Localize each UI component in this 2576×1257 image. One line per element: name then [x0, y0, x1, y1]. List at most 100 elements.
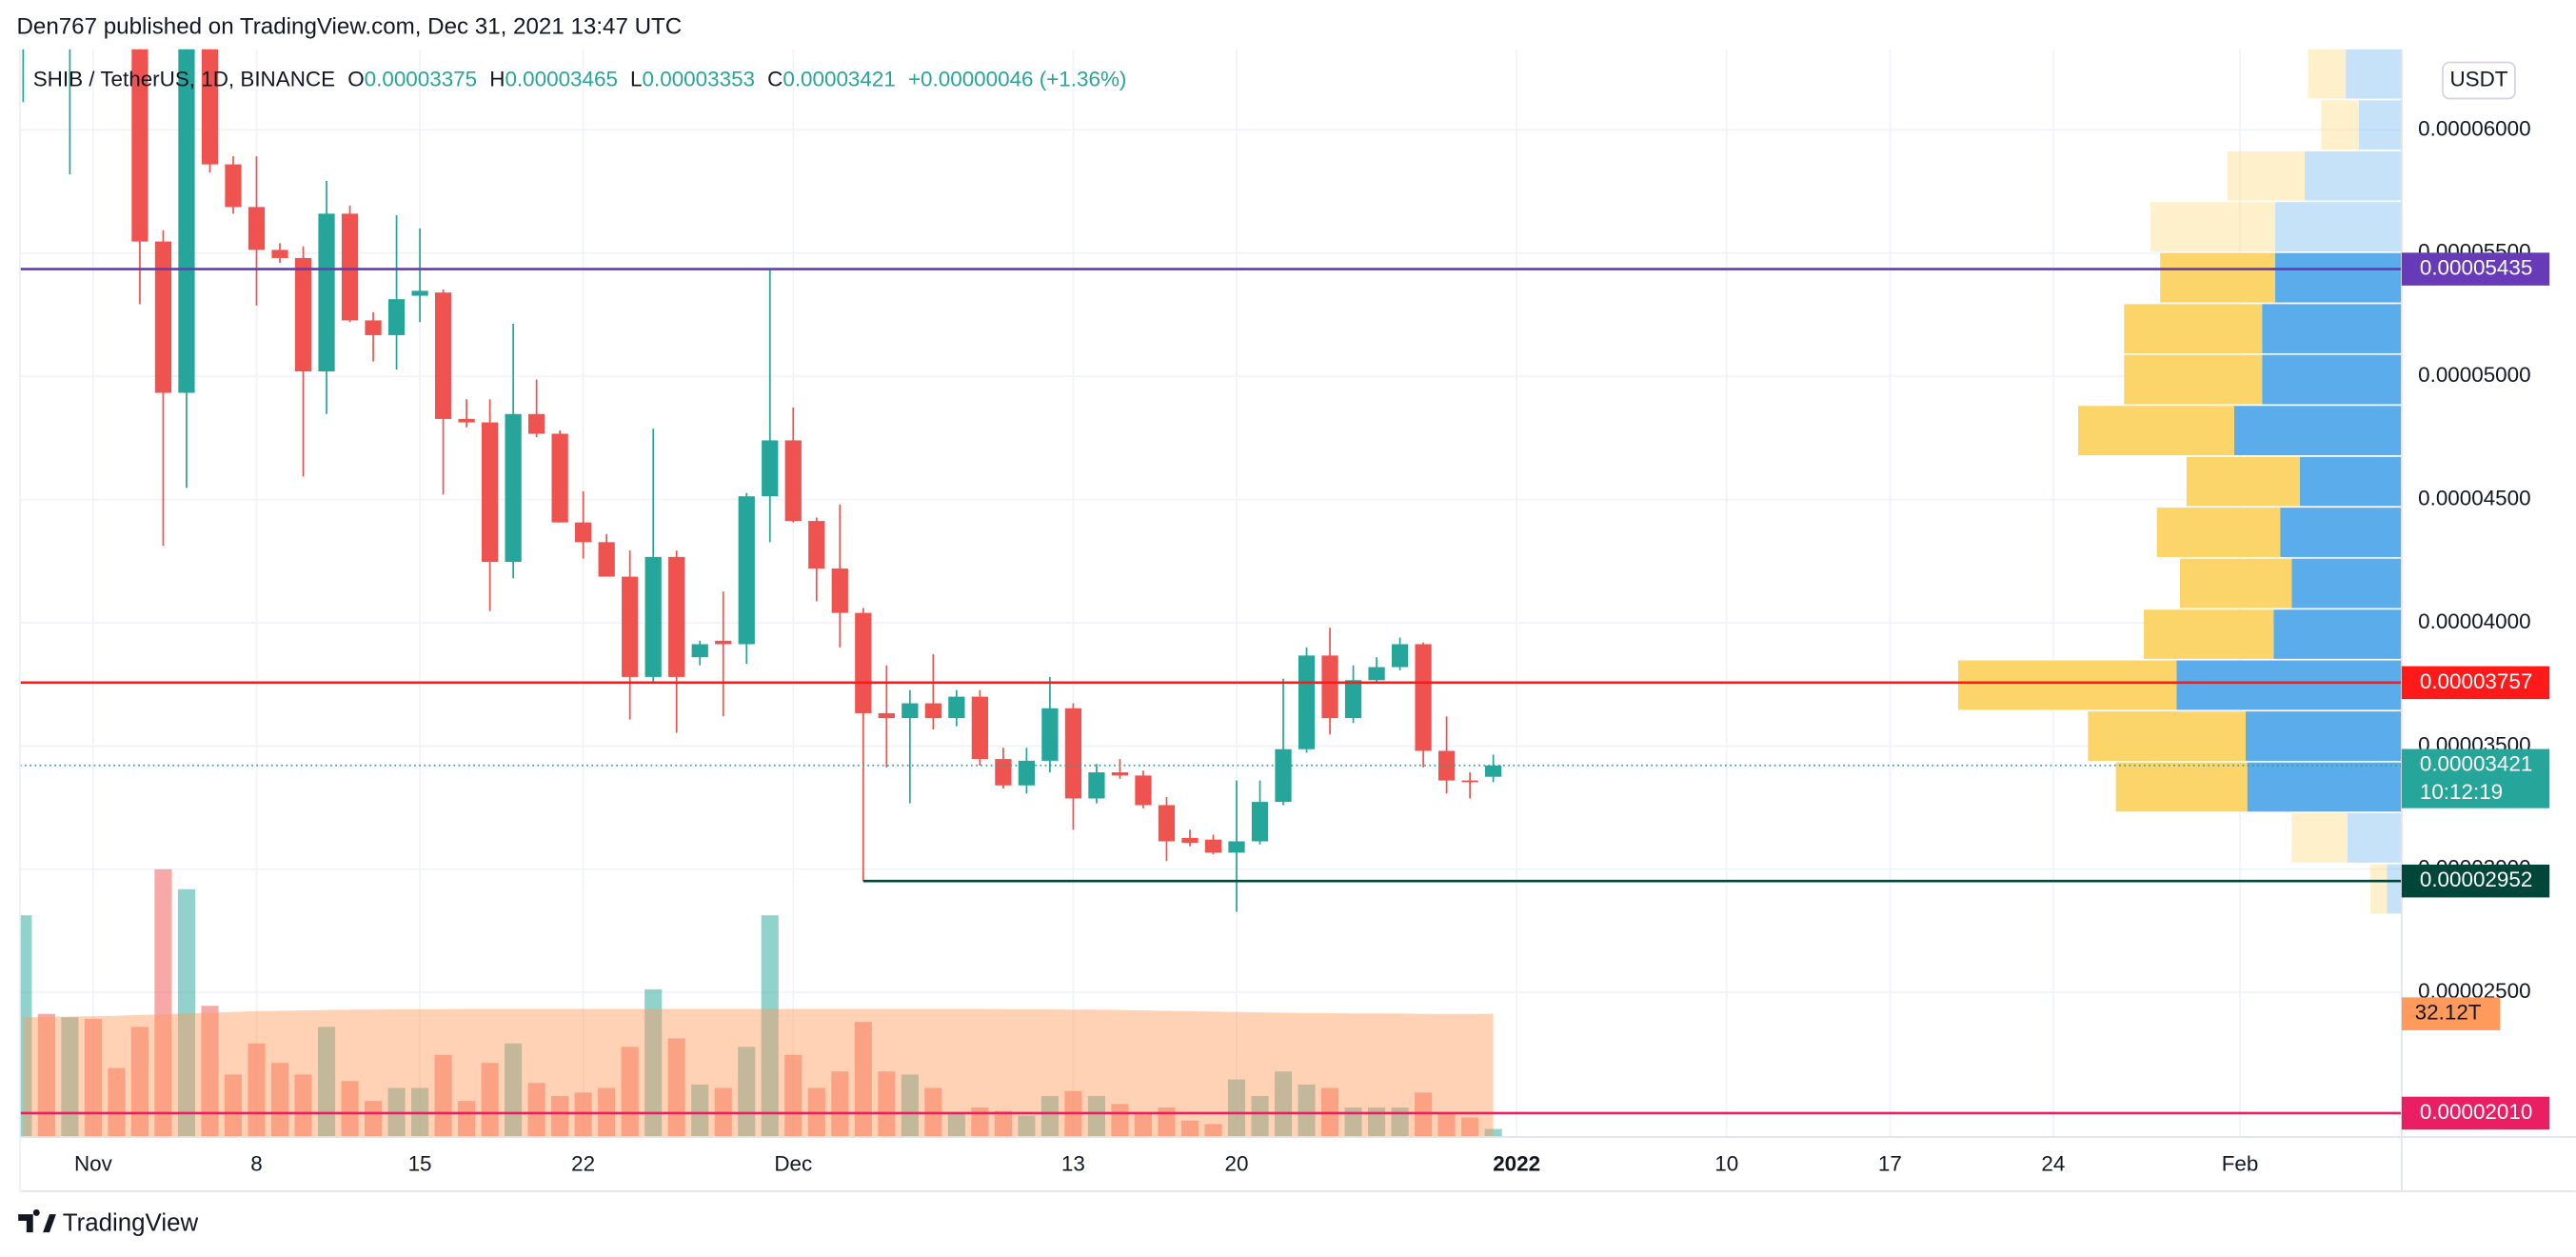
legend-key: C: [767, 67, 783, 90]
candle-body: [1135, 775, 1152, 806]
candle-body: [1368, 667, 1385, 681]
volume-bar: [481, 1063, 499, 1138]
currency-button-frame[interactable]: [2442, 61, 2516, 100]
candle-body: [528, 413, 545, 434]
volume-ma-label: 32.12T: [2415, 1001, 2482, 1025]
volume-bar: [1461, 1117, 1479, 1138]
candle-body: [1064, 708, 1082, 799]
volume-bar: [1018, 1115, 1036, 1138]
candle-body: [1485, 765, 1502, 777]
volume-bar: [224, 1074, 243, 1138]
profile-up: [2245, 711, 2402, 761]
candle-body: [762, 440, 779, 497]
candle-body: [1204, 839, 1222, 853]
volume-bar: [1274, 1071, 1293, 1138]
profile-up: [2247, 762, 2402, 812]
volume-bar: [831, 1071, 849, 1138]
volume-bar: [1415, 1092, 1433, 1138]
last-price-label: 0.00003421: [2420, 752, 2532, 776]
currency-label[interactable]: USDT: [2449, 67, 2507, 90]
y-tick-label: 0.00006000: [2418, 116, 2530, 140]
candle-body: [1018, 760, 1036, 786]
candle-body: [831, 569, 848, 613]
volume-bar: [971, 1107, 989, 1138]
profile-up: [2280, 508, 2402, 557]
volume-bar: [947, 1112, 965, 1138]
legend-change: +0.00000046 (+1.36%): [908, 67, 1126, 90]
candle-body: [1275, 748, 1292, 803]
candle-body: [1251, 802, 1269, 842]
candle-body: [575, 522, 592, 543]
legend-key: L: [630, 67, 642, 90]
profile-up: [2299, 456, 2402, 507]
profile-up: [2275, 202, 2402, 252]
candle-body: [551, 433, 568, 523]
volume-bar: [644, 988, 663, 1138]
profile-up: [2359, 100, 2402, 150]
x-tick-label: 24: [2041, 1151, 2065, 1175]
volume-bar: [364, 1101, 383, 1138]
profile-up: [2305, 150, 2402, 201]
candle-body: [1158, 805, 1176, 842]
candle-body: [318, 213, 335, 371]
candle-body: [481, 422, 499, 563]
candle-body: [434, 292, 452, 419]
x-tick-label: 22: [571, 1151, 595, 1175]
profile-down: [2156, 508, 2281, 557]
legend: SHIB / TetherUS, 1D, BINANCE O0.00003375…: [33, 67, 1127, 90]
profile-down: [2124, 304, 2263, 353]
candle-body: [644, 556, 662, 677]
volume-bar: [878, 1071, 896, 1138]
candle-body: [622, 576, 639, 677]
volume-bar: [270, 1063, 289, 1138]
volume-bar: [551, 1095, 569, 1138]
volume-bar: [784, 1054, 803, 1138]
volume-bar: [37, 1013, 55, 1138]
candle-body: [201, 49, 219, 165]
volume-bar: [1158, 1107, 1176, 1138]
candle-body: [995, 759, 1012, 786]
x-tick-label: Nov: [74, 1151, 113, 1175]
volume-bar: [19, 915, 32, 1138]
candle-body: [784, 440, 802, 522]
profile-up: [2262, 304, 2402, 353]
candle-body: [902, 703, 919, 719]
x-tick-label: 2022: [1493, 1151, 1540, 1175]
volume-bar: [317, 1027, 336, 1138]
price-line-label: 0.00002010: [2420, 1100, 2532, 1124]
x-tick-label: Dec: [774, 1151, 812, 1175]
x-tick-label: Feb: [2222, 1151, 2259, 1175]
candle-body: [131, 49, 149, 242]
volume-bar: [1391, 1107, 1409, 1138]
volume-bar: [201, 1006, 219, 1138]
candle-body: [1321, 655, 1338, 719]
x-tick-label: 15: [408, 1151, 432, 1175]
legend-low: 0.00003353: [643, 67, 755, 90]
profile-up: [2291, 558, 2402, 609]
candle-body: [1298, 655, 1316, 749]
candle-body: [855, 612, 872, 713]
price-line-label: 0.00002952: [2420, 868, 2532, 891]
candle-body: [598, 542, 615, 577]
volume-ma-box: [2401, 997, 2501, 1030]
y-tick-label: 0.00004000: [2418, 609, 2530, 633]
candle-body: [1391, 644, 1409, 668]
price-line-box: [2401, 864, 2550, 898]
profile-down: [2143, 609, 2274, 659]
volume-bar: [1298, 1084, 1316, 1138]
candle-body: [808, 521, 825, 569]
y-tick-label: 0.00005000: [2418, 363, 2530, 387]
candle-body: [1344, 680, 1362, 719]
profile-up: [2387, 864, 2402, 914]
price-labels: 0.00005435 0.00003757 0.00002952 0.00002010…: [2401, 252, 2550, 1130]
volume-bar: [1134, 1112, 1153, 1138]
currency-button[interactable]: USDT: [2442, 61, 2516, 100]
profile-down: [2291, 812, 2348, 863]
volume-ma-area: [23, 1008, 1494, 1138]
brand-logo: TradingView: [18, 1208, 198, 1236]
candle-body: [505, 413, 522, 563]
last-price-box: [2401, 748, 2550, 808]
volume-bar: [294, 1074, 312, 1138]
price-lines: [19, 268, 2402, 1115]
